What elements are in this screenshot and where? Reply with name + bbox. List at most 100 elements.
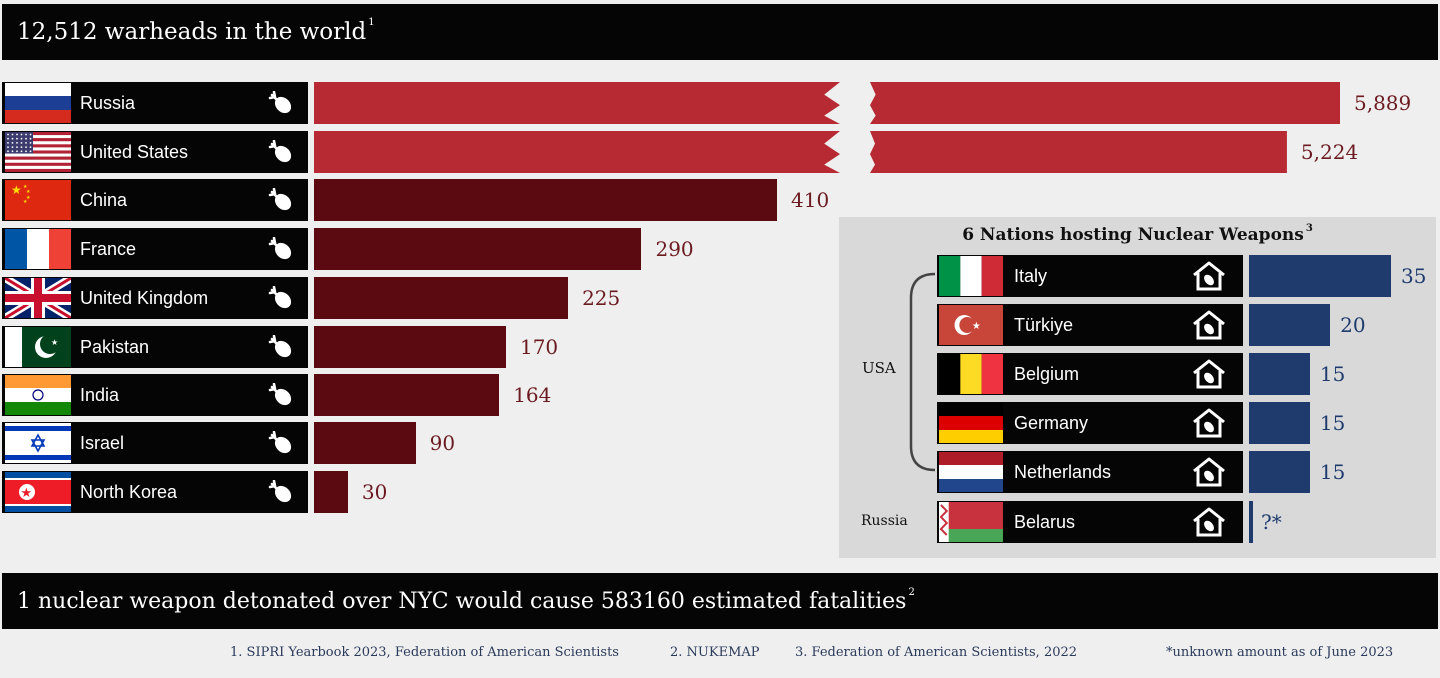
country-label-north-korea: ★ North Korea [2,471,308,513]
country-name: United States [80,142,189,162]
host-label-belgium: Belgium [937,353,1243,395]
country-label-china: ★ ★ ★ ★ ★ China [2,179,308,221]
belarus-flag [939,502,1003,542]
bomb-icon [268,334,294,359]
bomb-icon [268,430,294,455]
bomb-icon [268,285,294,310]
country-label-india: India [2,374,308,416]
svg-text:★: ★ [972,321,981,332]
host-label-italy: Italy [937,255,1243,297]
value-label-russia: 5,889 [1354,91,1412,115]
country-name: France [80,239,137,259]
usa-group-bracket [909,272,936,472]
value-label-north-korea: 30 [361,480,388,504]
country-name: Israel [80,433,125,453]
country-name: United Kingdom [80,288,209,308]
bar-united-states-segment-2 [870,131,1287,173]
turkiye-flag: ★ [939,305,1003,345]
country-label-united-kingdom: United Kingdom [2,274,308,322]
host-country-name: Belgium [1014,364,1080,384]
bar-united-kingdom [314,277,569,319]
country-label-pakistan: ★ Pakistan [2,326,308,368]
host-country-name: Belarus [1014,512,1076,532]
value-label-france: 290 [655,237,694,261]
value-label-pakistan: 170 [519,335,559,359]
country-label-united-states: United States [2,131,308,173]
title-footnote-mark: 1 [368,17,375,28]
host-country-name: Germany [1014,413,1089,433]
bar-israel [314,422,416,464]
svg-text:★: ★ [26,195,31,201]
bomb-icon [268,479,294,504]
group-label-russia: Russia [861,513,908,529]
united-states-flag [5,132,71,173]
bomb-icon [268,382,294,407]
bomb-icon [268,139,294,164]
host-bar-belarus [1249,501,1253,543]
country-name: North Korea [80,482,178,502]
host-bar-italy [1249,255,1391,297]
bar-north-korea [314,471,348,513]
italy-flag [939,256,1003,296]
country-label-russia: Russia [2,82,308,124]
bar-france [314,228,642,270]
value-label-united-states: 5,224 [1300,140,1359,164]
value-label-israel: 90 [429,431,456,455]
svg-text:★: ★ [11,183,22,197]
source-2: 2. NUKEMAP [670,645,760,660]
house-icon [1191,457,1227,487]
host-country-name: Türkiye [1014,315,1074,335]
bomb-icon [268,90,294,115]
country-name: China [80,190,128,210]
bomb-icon [268,236,294,261]
statement-footnote-mark: 2 [908,586,915,598]
host-label-turkiye: ★ Türkiye [937,304,1243,346]
belgium-flag [939,354,1003,394]
israel-flag [5,423,71,463]
host-value-italy: 35 [1401,264,1427,288]
country-label-france: France [2,228,308,270]
bar-china [314,179,777,221]
svg-text:★: ★ [21,485,33,500]
source-1: 1. SIPRI Yearbook 2023, Federation of Am… [230,645,619,660]
germany-flag [939,403,1003,443]
bar-india [314,374,500,416]
country-name: Pakistan [80,337,150,357]
united-kingdom-flag [2,274,74,322]
india-flag [5,375,71,415]
netherlands-flag [939,452,1003,492]
house-icon [1191,310,1227,340]
source-3: 3. Federation of American Scientists, 20… [795,645,1078,660]
value-label-india: 164 [513,383,552,407]
host-bar-belgium [1249,353,1310,395]
host-value-turkiye: 20 [1340,313,1366,337]
house-icon [1191,359,1227,389]
russia-flag [5,83,71,123]
france-flag [5,229,71,269]
host-bar-netherlands [1249,451,1310,493]
title-banner: 12,512 warheads in the world 1 [2,4,1438,60]
host-value-netherlands: 15 [1319,460,1346,484]
north-korea-flag: ★ [5,472,71,512]
host-value-germany: 15 [1319,411,1346,435]
fatalities-banner: 1 nuclear weapon detonated over NYC woul… [2,573,1438,629]
host-value-belarus: ?* [1261,510,1282,534]
host-country-name: Netherlands [1014,462,1112,482]
group-label-usa: USA [862,359,896,377]
house-icon [1191,261,1227,291]
fatalities-statement: 1 nuclear weapon detonated over NYC woul… [17,586,915,614]
host-label-belarus: Belarus [937,501,1243,543]
bar-russia-segment-2 [870,82,1340,124]
svg-text:★: ★ [51,338,58,347]
host-bar-germany [1249,402,1310,444]
svg-text:★: ★ [23,199,28,205]
bar-russia-segment-1 [314,82,840,124]
inset-footnote-mark: 3 [1305,223,1313,234]
value-label-united-kingdom: 225 [582,286,621,310]
value-label-china: 410 [791,188,830,212]
house-icon [1191,408,1227,438]
svg-text:★: ★ [23,184,28,190]
host-bar-turkiye [1249,304,1331,346]
house-icon [1191,507,1227,537]
bomb-icon [268,187,294,212]
